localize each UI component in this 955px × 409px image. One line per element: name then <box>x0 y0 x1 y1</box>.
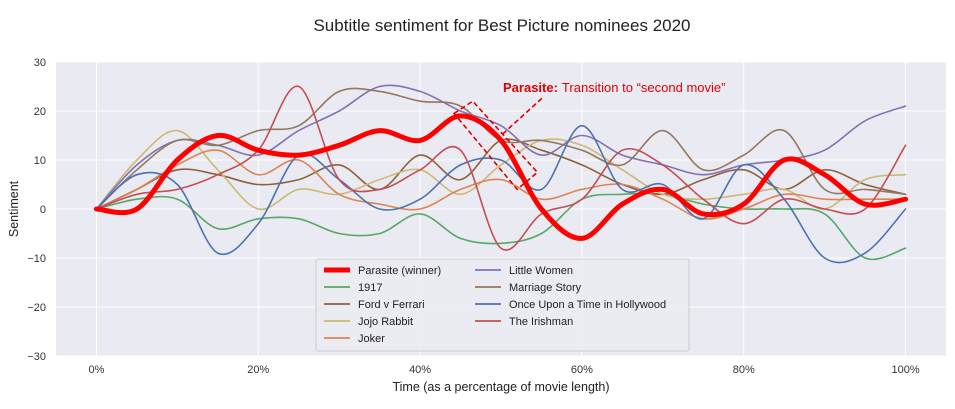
y-axis-ticks: −30 −20 −10 0 10 20 30 <box>27 57 46 363</box>
series-line-joker <box>95 149 907 220</box>
annotation-text: Transition to “second movie” <box>562 80 726 95</box>
x-tick-label: 0% <box>89 364 105 376</box>
series-line-jojo-rabbit <box>95 129 907 210</box>
annotation-label: Parasite: Transition to “second movie” <box>503 80 725 95</box>
series-line-1917 <box>95 192 907 261</box>
y-tick-label: 10 <box>34 155 46 167</box>
chart-title: Subtitle sentiment for Best Picture nomi… <box>313 16 690 35</box>
legend-label: Ford v Ferrari <box>358 299 425 311</box>
legend-label: Jojo Rabbit <box>358 316 413 328</box>
legend-box <box>315 258 690 352</box>
series-line-the-irishman <box>95 85 907 251</box>
series-lines <box>93 84 909 264</box>
y-tick-label: −20 <box>27 302 46 314</box>
legend-label: Joker <box>358 333 385 345</box>
legend-label: Little Women <box>509 265 573 277</box>
legend-label: Parasite (winner) <box>358 265 441 277</box>
legend: Parasite (winner) 1917 Ford v Ferrari Jojo … <box>315 258 690 352</box>
y-tick-label: 0 <box>40 204 46 216</box>
legend-label: 1917 <box>358 282 382 294</box>
y-tick-label: 20 <box>34 106 46 118</box>
x-tick-label: 60% <box>571 364 593 376</box>
legend-label: Marriage Story <box>509 282 582 294</box>
y-tick-label: −10 <box>27 253 46 265</box>
y-tick-label: 30 <box>34 57 46 69</box>
annotation-bold-text: Parasite: <box>503 80 558 95</box>
series-line-little-women <box>95 84 907 210</box>
x-tick-label: 40% <box>409 364 431 376</box>
legend-label: Once Upon a Time in Hollywood <box>509 299 666 311</box>
annotation: Parasite: Transition to “second movie” <box>452 80 725 191</box>
series-line-once-upon-a-time-in-hollywood <box>95 124 907 264</box>
annotation-outline <box>452 100 539 191</box>
annotation-arrow <box>502 96 544 135</box>
x-axis-ticks: 0% 20% 40% 60% 80% 100% <box>89 364 920 376</box>
y-axis-label: Sentiment <box>7 180 21 237</box>
x-axis-label: Time (as a percentage of movie length) <box>392 380 609 394</box>
y-tick-label: −30 <box>27 351 46 363</box>
x-tick-label: 20% <box>247 364 269 376</box>
x-tick-label: 80% <box>733 364 755 376</box>
legend-label: The Irishman <box>509 316 573 328</box>
x-tick-label: 100% <box>891 364 919 376</box>
series-line-parasite-winner <box>93 113 909 241</box>
